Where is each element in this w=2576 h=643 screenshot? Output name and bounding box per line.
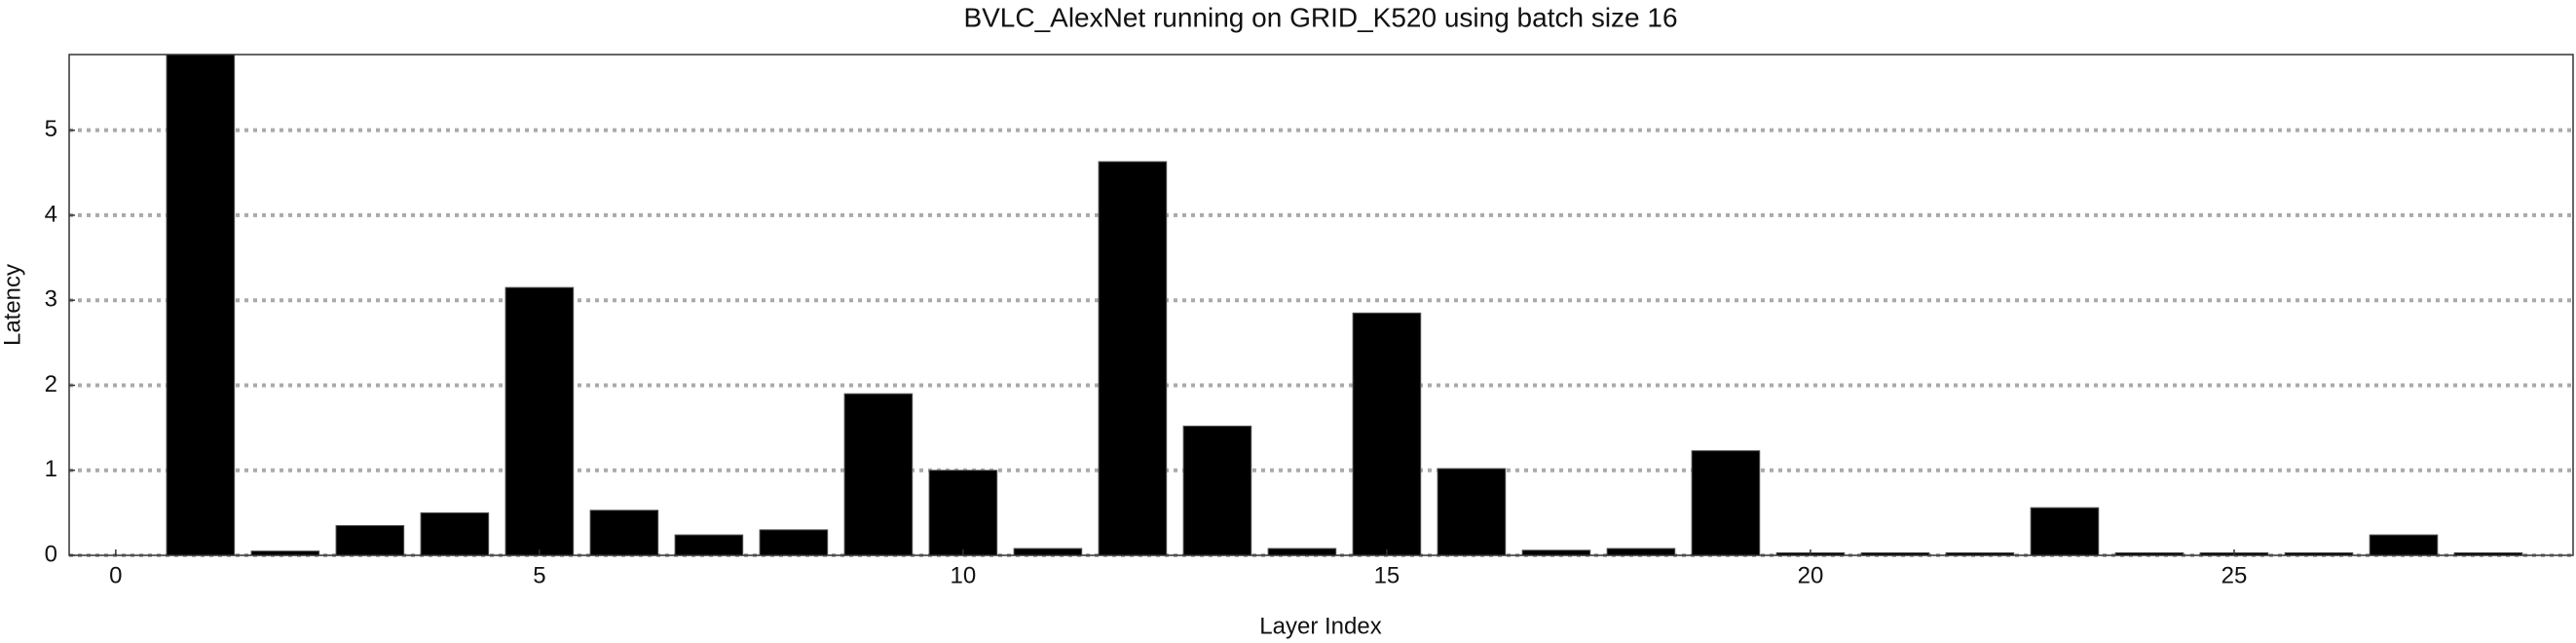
bar xyxy=(1521,549,1591,555)
bar xyxy=(335,524,405,555)
y-tick-label: 5 xyxy=(45,116,57,142)
bar xyxy=(674,534,744,555)
bar xyxy=(1606,548,1676,555)
bars xyxy=(166,55,2523,555)
x-tick-label: 25 xyxy=(2221,562,2248,588)
bar xyxy=(1860,551,1930,555)
x-tick-label: 5 xyxy=(533,562,545,588)
bar xyxy=(2030,507,2100,555)
bar xyxy=(504,286,575,555)
bar xyxy=(2114,551,2184,555)
bar xyxy=(759,529,829,555)
bar xyxy=(2369,534,2439,555)
bar xyxy=(1182,425,1252,555)
bar xyxy=(1691,450,1761,555)
bar xyxy=(1098,161,1168,555)
grid xyxy=(69,128,2573,557)
x-tick-label: 0 xyxy=(109,562,122,588)
bar xyxy=(1267,548,1337,555)
bar xyxy=(1945,551,2015,555)
bar xyxy=(928,470,998,555)
y-axis-label: Latency xyxy=(0,264,25,346)
plot-frame xyxy=(68,54,2574,556)
x-tick-label: 10 xyxy=(951,562,977,588)
bar xyxy=(1437,468,1507,555)
bar xyxy=(1352,312,1422,555)
bar xyxy=(843,393,914,555)
chart-title: BVLC_AlexNet running on GRID_K520 using … xyxy=(963,2,1677,32)
x-tick-label: 15 xyxy=(1374,562,1400,588)
y-tick-label: 1 xyxy=(45,456,57,482)
x-tick-label: 20 xyxy=(1798,562,1824,588)
y-tick-label: 2 xyxy=(45,371,57,397)
y-tick-label: 3 xyxy=(45,286,57,313)
y-tick-label: 4 xyxy=(45,201,57,227)
bar xyxy=(589,510,659,555)
bar xyxy=(2284,551,2354,555)
bar xyxy=(166,55,236,555)
x-axis-label: Layer Index xyxy=(1259,613,1381,639)
bar xyxy=(420,511,490,555)
bar xyxy=(2453,551,2523,555)
y-tick-label: 0 xyxy=(45,541,57,567)
bar xyxy=(1013,548,1083,555)
